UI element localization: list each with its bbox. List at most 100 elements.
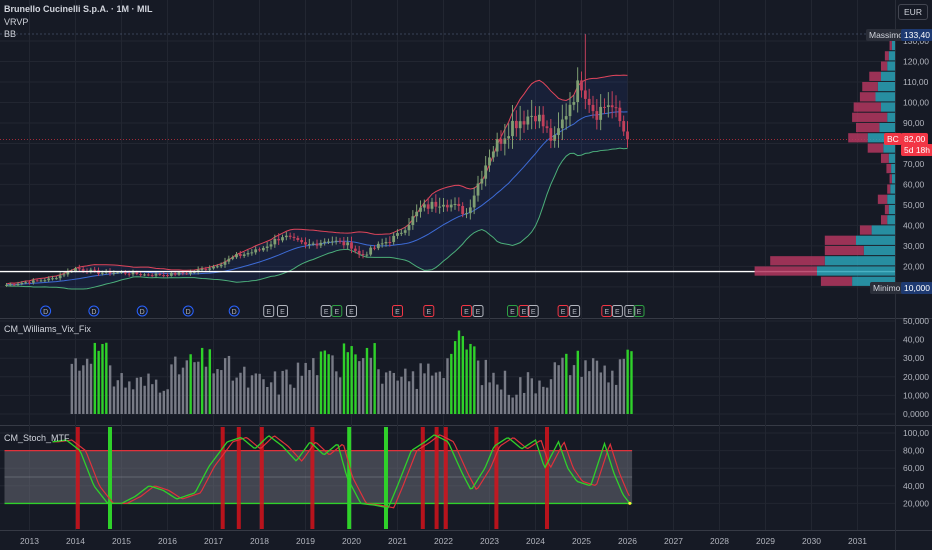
dividend-marker-circle: [88, 305, 100, 317]
earnings-marker: E: [392, 305, 403, 317]
williams-bar: [108, 365, 112, 414]
candle-body: [131, 272, 135, 275]
earnings-marker-box: [423, 305, 435, 317]
williams-bar: [511, 397, 514, 414]
candle-body: [419, 207, 422, 212]
candle-body: [537, 114, 541, 122]
candle-body: [461, 205, 465, 215]
earnings-marker: E: [611, 305, 623, 317]
candle-body: [58, 275, 62, 279]
candle-body: [591, 104, 595, 112]
williams-bar: [607, 382, 610, 414]
candle-body: [438, 206, 442, 208]
volume-profile-up-bar: [888, 204, 895, 215]
last-price-value: 82,00: [901, 133, 929, 145]
williams-bar: [354, 354, 357, 414]
candle-body: [242, 254, 246, 256]
volume-profile-down-bar: [867, 143, 884, 153]
candle-body: [583, 90, 587, 99]
candle-body: [480, 178, 484, 184]
earnings-marker: E: [601, 305, 613, 317]
williams-tick-label: 50,000: [903, 316, 929, 326]
williams-bar: [147, 373, 150, 414]
earnings-marker-box: [633, 305, 645, 317]
dividend-marker-circle: [136, 305, 148, 317]
event-marker-letter: E: [561, 309, 566, 316]
williams-bar: [246, 387, 250, 414]
stoch-sell-signal-bar: [434, 427, 439, 529]
williams-tick-label: 10,000: [903, 390, 929, 400]
currency-selector[interactable]: EUR: [898, 4, 928, 20]
stoch-last-point: [628, 501, 632, 505]
volume-profile-down-bar: [853, 102, 881, 112]
williams-bar: [465, 349, 468, 414]
volume-profile-down-bar: [859, 92, 876, 102]
event-marker-letter: E: [266, 309, 271, 316]
event-marker-letter: E: [349, 309, 354, 316]
candle-body: [192, 271, 196, 273]
max-tag-label: Massimo: [866, 29, 907, 41]
candle-body: [426, 204, 430, 209]
stoch-tick-label: 60,00: [903, 463, 925, 473]
earnings-marker: E: [277, 305, 288, 317]
candle-body: [74, 268, 77, 272]
x-tick-label: 2026: [618, 536, 637, 546]
williams-bar: [450, 353, 453, 414]
williams-bar: [131, 389, 135, 414]
stoch-buy-signal-bar: [347, 427, 352, 529]
earnings-marker: E: [461, 305, 472, 317]
event-marker-letter: E: [627, 309, 632, 316]
candle-body: [292, 236, 296, 238]
volume-profile-down-bar: [862, 81, 878, 92]
williams-bar: [128, 381, 131, 414]
volume-profile-up-bar: [856, 235, 895, 245]
x-tick-label: 2020: [342, 536, 361, 546]
stoch-pane-title[interactable]: CM_Stoch_MTF: [4, 433, 70, 443]
candle-body: [246, 253, 250, 255]
williams-bar: [315, 375, 319, 414]
candle-body: [572, 102, 576, 105]
candle-body: [484, 165, 488, 179]
x-tick-label: 2031: [848, 536, 867, 546]
volume-profile-up-bar: [877, 81, 895, 92]
williams-bar: [308, 370, 311, 414]
stoch-tick-label: 100,00: [903, 428, 929, 438]
candle-body: [503, 138, 507, 144]
williams-pane-title[interactable]: CM_Williams_Vix_Fix: [4, 324, 91, 334]
williams-bar: [112, 386, 116, 414]
williams-bar: [174, 356, 177, 414]
dividend-marker: D: [182, 305, 194, 317]
x-tick-label: 2013: [20, 536, 39, 546]
volume-profile-up-bar: [887, 194, 895, 204]
williams-bar: [388, 370, 392, 414]
williams-bar: [480, 385, 484, 414]
williams-bar: [273, 371, 277, 414]
williams-bar: [216, 369, 219, 414]
candle-body: [273, 238, 277, 245]
stoch-tick-label: 40,00: [903, 481, 925, 491]
candle-body: [403, 230, 407, 233]
price-tick-label: 100,00: [903, 97, 929, 107]
candle-body: [430, 201, 434, 209]
candle-body: [399, 232, 403, 234]
williams-bar: [392, 372, 396, 414]
vrvp-indicator-label[interactable]: VRVP: [4, 17, 29, 27]
earnings-marker-box: [320, 305, 332, 317]
candle-body: [560, 119, 564, 129]
williams-bar: [346, 352, 350, 414]
x-tick-label: 2024: [526, 536, 545, 546]
candle-body: [20, 282, 24, 284]
williams-bar: [438, 371, 442, 414]
williams-bar: [503, 370, 507, 414]
williams-bar: [427, 363, 430, 414]
williams-bar: [323, 350, 327, 414]
williams-bar: [519, 377, 522, 414]
candle-body: [284, 235, 288, 238]
volume-profile-up-bar: [888, 153, 895, 163]
event-marker-letter: E: [615, 309, 620, 316]
event-marker-letter: E: [522, 309, 527, 316]
bb-indicator-label[interactable]: BB: [4, 29, 17, 39]
stoch-buy-signal-bar: [384, 427, 388, 529]
earnings-marker-box: [392, 305, 403, 317]
